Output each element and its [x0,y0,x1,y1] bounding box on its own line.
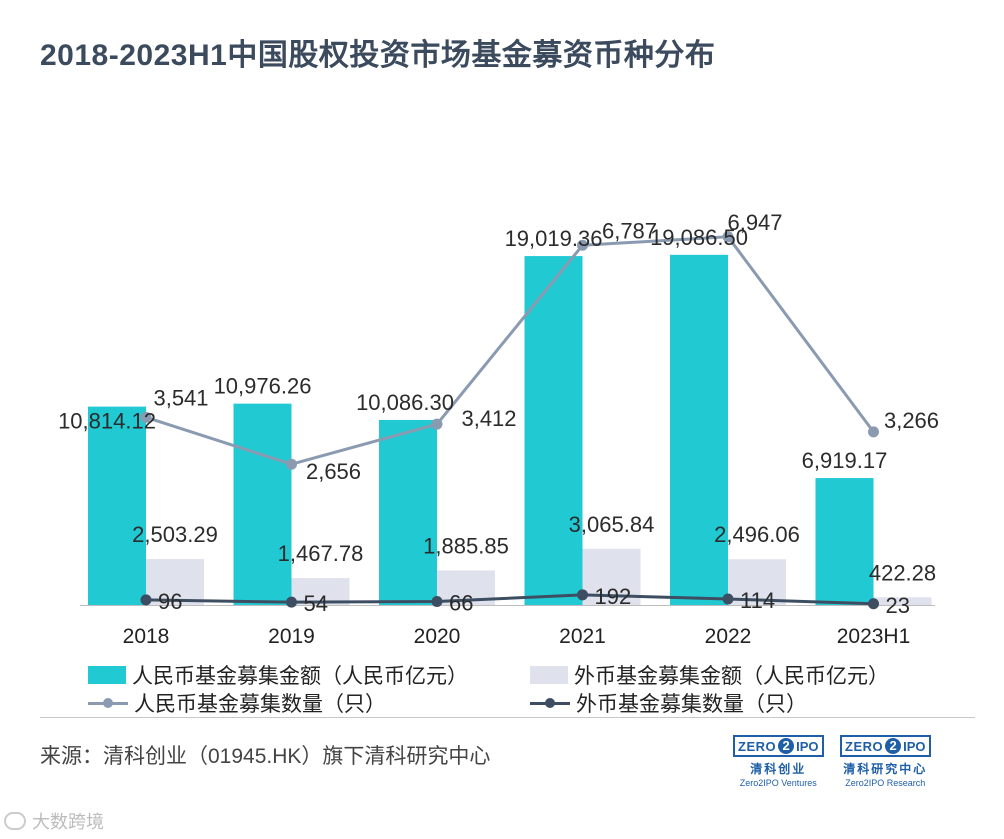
legend-swatch-rmb-amount [88,666,126,684]
footer-divider [40,717,975,718]
logo-en-text: Zero2IPO Ventures [739,778,817,788]
data-label-fx-amount: 1,885.85 [423,533,509,558]
logo-zero2ipo-research: ZERO 2 IPO 清科研究中心 Zero2IPO Research [840,735,931,788]
data-label-fx-amount: 3,065.84 [569,512,655,537]
legend-item-fx-amount: 外币基金募集金额（人民币亿元） [530,660,889,690]
data-label-fx-amount: 422.28 [869,560,936,585]
logo-ipo-text: IPO [903,738,926,754]
chart-title: 2018-2023H1中国股权投资市场基金募资币种分布 [40,39,716,72]
logo-zero-text: ZERO [738,738,777,754]
legend-swatch-rmb-count [88,694,128,712]
data-label-rmb-count: 6,787 [602,218,657,243]
rmb-count-point [140,411,152,423]
fx-count-point [577,589,588,601]
x-tick-label: 2022 [705,625,752,648]
bar-rmb-amount [524,256,583,605]
logo-en-text: Zero2IPO Research [845,778,926,788]
fx-count-point [286,596,297,608]
legend-label-rmb-count: 人民币基金募集数量（只） [134,693,386,716]
legend-item-fx-count: 外币基金募集数量（只） [530,688,807,718]
chart-area: 2018 2019 2020 2021 2022 2023H1 10,814.12 10,97… [58,210,939,648]
bar-fx-amount [146,559,204,605]
rmb-count-point [868,426,879,438]
logo-cn-text: 清科研究中心 [843,762,928,776]
bar-fx-amount [728,559,786,605]
fx-count-point [868,598,879,610]
data-label-fx-amount: 2,503.29 [132,522,218,547]
bar-fx-amount [873,597,932,605]
legend-label-fx-amount: 外币基金募集金额（人民币亿元） [574,665,889,688]
logo-zero-text: ZERO [845,738,884,754]
data-label-rmb-amount: 10,086.30 [356,390,454,415]
data-label-rmb-count: 3,412 [461,406,516,431]
bar-rmb-amount [670,254,728,606]
legend-item-rmb-amount: 人民币基金募集金额（人民币亿元） [88,660,468,690]
legend-swatch-fx-count [530,694,570,712]
data-label-rmb-amount: 6,919.17 [802,448,888,473]
x-tick-label: 2018 [123,625,170,648]
data-label-fx-count: 23 [886,593,910,618]
data-label-fx-count: 54 [304,591,328,616]
data-label-fx-count: 96 [158,589,182,614]
bar-rmb-amount [233,403,292,605]
legend-item-rmb-count: 人民币基金募集数量（只） [88,688,386,718]
watermark-icon [4,812,26,830]
logo-two-text: 2 [778,738,795,754]
data-label-rmb-count: 3,541 [153,385,208,410]
fx-count-point [140,594,152,606]
data-label-rmb-amount: 10,814.12 [58,409,156,434]
data-label-fx-count: 66 [449,591,473,616]
fx-count-point [722,593,734,605]
watermark-text: 大数跨境 [32,812,104,832]
legend-label-rmb-amount: 人民币基金募集金额（人民币亿元） [132,665,468,688]
rmb-count-line [145,235,875,466]
data-label-rmb-count: 6,947 [727,210,782,235]
bar-rmb-amount [379,419,437,605]
x-tick-label: 2021 [559,625,606,648]
data-label-rmb-count: 3,266 [884,408,939,433]
data-label-rmb-amount: 10,976.26 [214,374,312,399]
rmb-count-point [722,231,734,243]
data-label-rmb-count: 2,656 [306,459,361,484]
data-label-rmb-amount: 19,086.50 [650,225,748,250]
logo-zero2ipo-ventures: ZERO 2 IPO 清科创业 Zero2IPO Ventures [733,735,824,788]
watermark: 大数跨境 [4,808,104,834]
rmb-count-point [286,458,297,470]
logo-ipo-text: IPO [796,738,819,754]
x-tick-label: 2019 [268,625,315,648]
logo-two-text: 2 [885,738,902,754]
data-label-fx-count: 192 [595,584,632,609]
bar-rmb-amount [88,406,146,605]
rmb-count-point [431,418,443,430]
source-note: 来源：清科创业（01945.HK）旗下清科研究中心 [40,745,491,768]
legend-swatch-fx-amount [530,666,568,684]
data-label-fx-amount: 1,467.78 [278,541,364,566]
rmb-count-point [577,239,588,251]
logo-cn-text: 清科创业 [750,762,807,776]
data-label-rmb-amount: 19,019.36 [505,226,603,251]
fx-count-line [145,593,874,606]
fx-count-point [431,596,443,608]
bar-rmb-amount [815,478,874,605]
x-tick-label: 2023H1 [837,625,911,648]
data-label-fx-count: 114 [740,588,775,613]
x-tick-label: 2020 [414,625,461,648]
data-label-fx-amount: 2,496.06 [714,522,800,547]
legend-label-fx-count: 外币基金募集数量（只） [576,693,807,716]
